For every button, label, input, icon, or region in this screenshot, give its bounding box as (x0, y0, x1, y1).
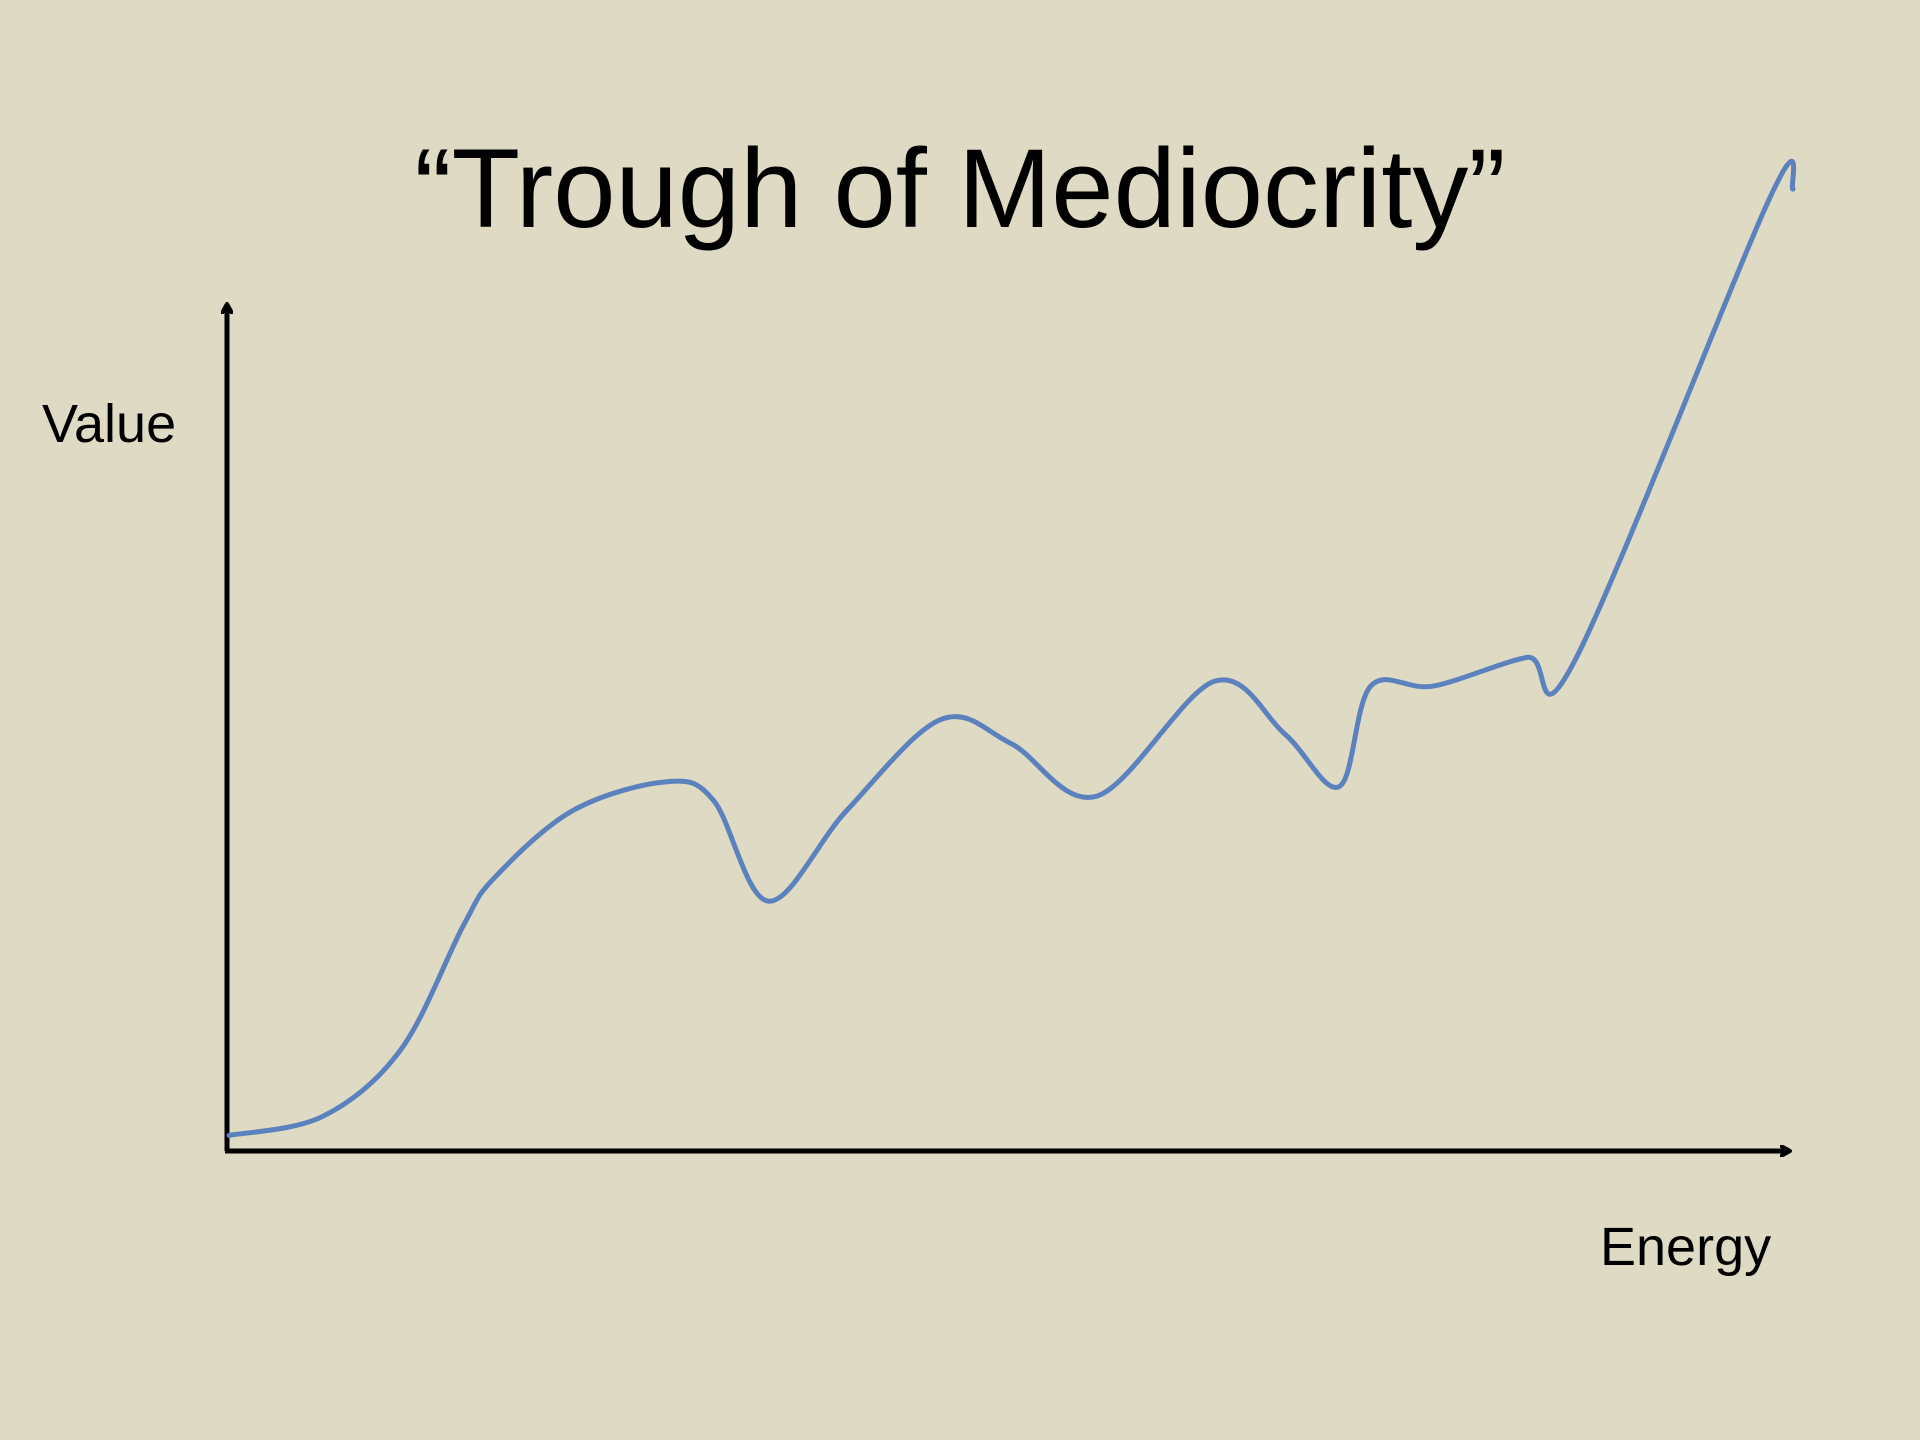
chart-title: “Trough of Mediocrity” (414, 126, 1506, 251)
y-axis-label: Value (42, 394, 177, 454)
x-axis-label: Energy (1600, 1217, 1772, 1277)
series-line (226, 158, 1797, 1138)
